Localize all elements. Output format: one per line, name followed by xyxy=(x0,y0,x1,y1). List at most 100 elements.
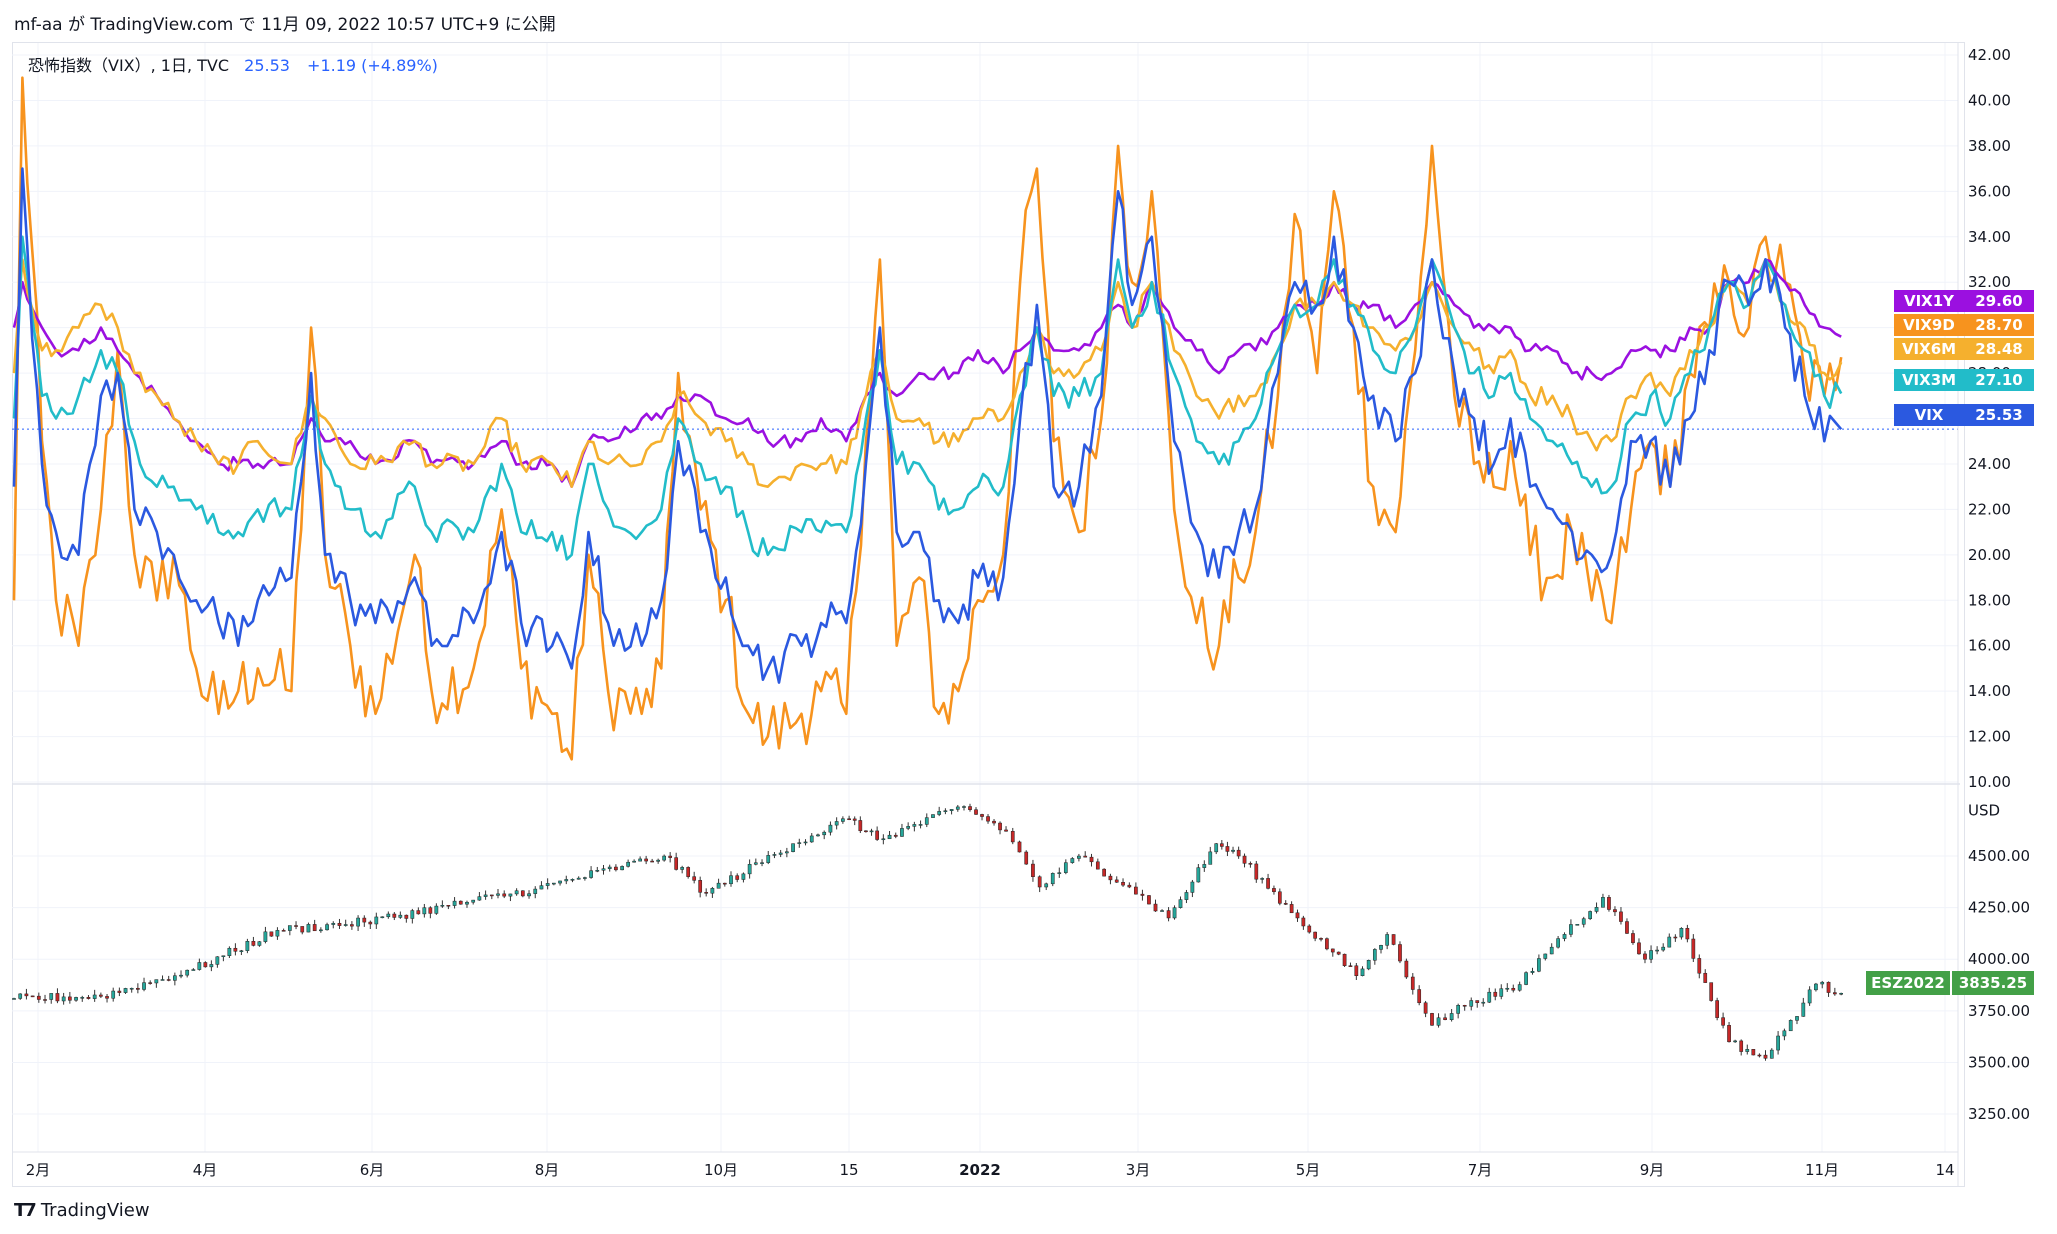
candle-body[interactable] xyxy=(67,996,72,1001)
candle-body[interactable] xyxy=(80,997,85,999)
candle-body[interactable] xyxy=(1289,904,1294,914)
candle-body[interactable] xyxy=(601,868,606,871)
candle-body[interactable] xyxy=(1077,855,1081,859)
candle-body[interactable] xyxy=(1248,863,1253,865)
candle-body[interactable] xyxy=(772,854,777,856)
candle-body[interactable] xyxy=(1655,949,1659,952)
candle-body[interactable] xyxy=(1342,953,1347,966)
candle-body[interactable] xyxy=(154,979,159,984)
candle-body[interactable] xyxy=(1619,911,1623,922)
candle-body[interactable] xyxy=(12,998,16,1000)
candle-body[interactable] xyxy=(1769,1049,1774,1059)
candle-body[interactable] xyxy=(1524,972,1528,985)
candle-body[interactable] xyxy=(620,866,624,871)
candle-body[interactable] xyxy=(1354,965,1359,977)
candle-body[interactable] xyxy=(1372,949,1377,961)
candle-body[interactable] xyxy=(43,999,47,1001)
candle-body[interactable] xyxy=(980,814,984,817)
candle-body[interactable] xyxy=(502,893,507,897)
candle-body[interactable] xyxy=(1417,989,1422,1004)
candle-body[interactable] xyxy=(558,880,562,884)
candle-body[interactable] xyxy=(644,858,648,862)
candle-body[interactable] xyxy=(1260,878,1265,880)
candle-body[interactable] xyxy=(545,883,550,886)
candle-body[interactable] xyxy=(893,834,898,837)
candle-body[interactable] xyxy=(356,917,360,927)
candle-body[interactable] xyxy=(18,993,23,999)
series-line-vix1y[interactable] xyxy=(12,258,1842,488)
candle-body[interactable] xyxy=(160,979,165,981)
candle-body[interactable] xyxy=(741,873,746,880)
candle-body[interactable] xyxy=(179,974,183,977)
candle-body[interactable] xyxy=(1481,1001,1486,1004)
candle-body[interactable] xyxy=(129,987,134,990)
candle-body[interactable] xyxy=(1024,851,1029,865)
candle-body[interactable] xyxy=(1475,1000,1480,1003)
candle-body[interactable] xyxy=(747,864,752,875)
candle-body[interactable] xyxy=(1751,1049,1756,1056)
candle-body[interactable] xyxy=(1134,886,1138,895)
candle-body[interactable] xyxy=(1319,938,1323,940)
candle-body[interactable] xyxy=(1190,881,1195,893)
candle-body[interactable] xyxy=(1511,987,1516,991)
candle-body[interactable] xyxy=(105,996,109,999)
candle-body[interactable] xyxy=(380,916,385,919)
candle-body[interactable] xyxy=(552,882,556,885)
candle-body[interactable] xyxy=(1739,1040,1744,1052)
candle-body[interactable] xyxy=(1114,879,1119,883)
candle-body[interactable] xyxy=(1404,960,1409,978)
candle-body[interactable] xyxy=(92,994,97,999)
candle-body[interactable] xyxy=(374,916,379,925)
candle-body[interactable] xyxy=(398,914,403,918)
candle-body[interactable] xyxy=(123,988,128,993)
candle-body[interactable] xyxy=(1530,970,1535,973)
candle-body[interactable] xyxy=(1499,988,1504,997)
candle-body[interactable] xyxy=(1436,1017,1441,1026)
candle-body[interactable] xyxy=(1063,862,1068,873)
candle-body[interactable] xyxy=(520,890,525,897)
candle-body[interactable] xyxy=(1820,981,1825,985)
candle-body[interactable] xyxy=(300,926,305,933)
candle-body[interactable] xyxy=(1776,1035,1780,1051)
candle-body[interactable] xyxy=(589,870,593,878)
candle-body[interactable] xyxy=(1283,903,1288,905)
candle-body[interactable] xyxy=(834,821,839,826)
candle-body[interactable] xyxy=(1588,911,1592,919)
candle-body[interactable] xyxy=(698,880,703,893)
series-line-vix3m[interactable] xyxy=(12,235,1843,561)
candle-body[interactable] xyxy=(245,940,250,951)
candle-body[interactable] xyxy=(735,875,740,880)
candle-body[interactable] xyxy=(1208,851,1213,865)
footer-brand[interactable]: T7 TradingView xyxy=(14,1200,150,1221)
series-line-vix9d[interactable] xyxy=(12,76,1843,761)
candle-body[interactable] xyxy=(955,806,960,810)
candle-body[interactable] xyxy=(74,997,78,1001)
candle-body[interactable] xyxy=(111,990,116,999)
candle-body[interactable] xyxy=(1631,933,1635,944)
candle-body[interactable] xyxy=(943,810,948,812)
candle-body[interactable] xyxy=(471,899,476,903)
candle-body[interactable] xyxy=(1462,1005,1467,1007)
series-line-vix[interactable] xyxy=(12,167,1843,684)
candle-body[interactable] xyxy=(1788,1020,1793,1032)
candle-body[interactable] xyxy=(142,982,146,990)
candle-body[interactable] xyxy=(1649,950,1653,960)
candle-body[interactable] xyxy=(1225,846,1230,852)
candle-body[interactable] xyxy=(533,888,538,894)
candle-body[interactable] xyxy=(61,996,66,1002)
candle-body[interactable] xyxy=(852,818,857,821)
candle-body[interactable] xyxy=(227,947,232,956)
candle-body[interactable] xyxy=(1801,1002,1806,1017)
candle-body[interactable] xyxy=(1410,976,1415,990)
candle-body[interactable] xyxy=(55,993,60,1002)
candle-body[interactable] xyxy=(900,828,904,837)
candle-body[interactable] xyxy=(1807,989,1812,1004)
candle-body[interactable] xyxy=(410,910,415,919)
candle-body[interactable] xyxy=(887,834,892,840)
candle-body[interactable] xyxy=(1379,945,1383,950)
candle-body[interactable] xyxy=(294,925,298,927)
candle-body[interactable] xyxy=(458,900,463,905)
candle-body[interactable] xyxy=(1031,863,1035,877)
candle-body[interactable] xyxy=(508,893,513,897)
